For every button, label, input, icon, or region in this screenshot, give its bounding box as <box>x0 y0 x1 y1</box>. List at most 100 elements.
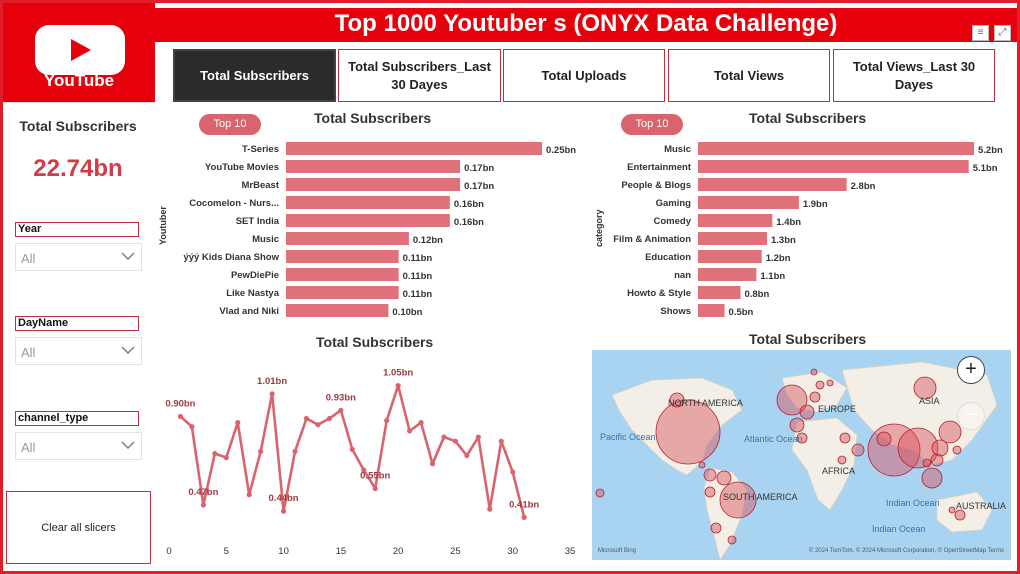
bar[interactable] <box>698 286 741 299</box>
focus-mode-icon[interactable]: ⤢ <box>994 25 1011 41</box>
data-point[interactable] <box>280 508 287 514</box>
map-label: AFRICA <box>822 466 855 476</box>
category-label: ýýý Kids Diana Show <box>183 252 279 263</box>
bar[interactable] <box>286 286 399 299</box>
data-point[interactable] <box>200 502 206 508</box>
bar[interactable] <box>286 232 409 245</box>
slicer-value: All <box>21 440 36 455</box>
point-label: 0.93bn <box>326 392 356 403</box>
slicer-dropdown-year[interactable]: All <box>15 243 142 271</box>
data-point[interactable] <box>429 461 436 467</box>
bar[interactable] <box>286 142 542 155</box>
map-attribution: © 2024 TomTom, © 2024 Microsoft Corporat… <box>809 547 1004 554</box>
kpi-label: Total Subscribers <box>19 118 137 134</box>
data-point[interactable] <box>418 420 424 426</box>
bar[interactable] <box>698 304 725 317</box>
top-n-filter-badge[interactable]: Top 10 <box>621 114 683 135</box>
bar[interactable] <box>286 268 399 281</box>
slicer-dropdown-channel-type[interactable]: All <box>15 432 142 460</box>
data-point[interactable] <box>349 446 355 453</box>
subscribers-line-chart: 0.90bn 0.47bn 1.01bn 0.44bn 0.93bn 0.55bn 1.05… <box>165 368 576 557</box>
bar[interactable] <box>698 214 773 227</box>
data-point[interactable] <box>521 514 527 520</box>
data-point[interactable] <box>384 417 390 424</box>
data-point[interactable] <box>315 422 321 428</box>
data-point[interactable] <box>292 448 298 455</box>
slicer-dropdown-dayname[interactable]: All <box>15 337 142 365</box>
bar[interactable] <box>698 196 799 209</box>
data-point[interactable] <box>498 438 504 444</box>
category-label: Vlad and Niki <box>219 306 279 317</box>
data-point[interactable] <box>452 438 459 444</box>
chart-title-category: Total Subscribers <box>749 110 867 126</box>
subscribers-map[interactable]: NORTH AMERICA EUROPE ASIA AFRICA SOUTH A… <box>592 350 1011 560</box>
clear-all-slicers-button[interactable]: Clear all slicers <box>6 491 151 564</box>
plus-icon[interactable]: + <box>957 356 985 384</box>
data-point[interactable] <box>510 469 516 475</box>
minus-icon[interactable]: − <box>957 402 985 430</box>
category-label: Gaming <box>656 198 692 209</box>
map-label: AUSTRALIA <box>956 501 1006 511</box>
tab-total-uploads[interactable]: Total Uploads <box>503 49 665 102</box>
bar[interactable] <box>698 142 974 155</box>
bar[interactable] <box>698 232 767 245</box>
data-point[interactable] <box>395 382 401 389</box>
category-label: Education <box>645 252 691 263</box>
ocean-label: Pacific Ocean <box>600 432 656 442</box>
ocean-label: Indian Ocean <box>886 498 940 508</box>
data-point[interactable] <box>177 413 184 420</box>
bar[interactable] <box>286 304 389 317</box>
data-point[interactable] <box>372 485 378 492</box>
tab-total-subscribers[interactable]: Total Subscribers <box>173 49 336 102</box>
chart-title-daily: Total Subscribers <box>316 334 434 350</box>
top-n-filter-badge[interactable]: Top 10 <box>199 114 261 135</box>
bar[interactable] <box>698 160 969 173</box>
category-label: YouTube Movies <box>205 162 279 173</box>
title-bar: Top 1000 Youtuber s (ONYX Data Challenge… <box>155 8 1017 42</box>
category-label: Music <box>664 144 691 155</box>
data-point[interactable] <box>487 506 493 512</box>
bar[interactable] <box>286 196 450 209</box>
chart-title-map: Total Subscribers <box>749 331 867 347</box>
bar[interactable] <box>286 160 461 173</box>
data-label: 0.12bn <box>413 235 443 246</box>
x-tick-label: 35 <box>565 546 576 557</box>
tab-total-views-last-30-days[interactable]: Total Views_Last 30 Dayes <box>833 49 995 102</box>
data-point[interactable] <box>258 448 264 455</box>
bar[interactable] <box>286 214 450 227</box>
slicer-value: All <box>21 251 36 266</box>
data-point[interactable] <box>407 428 413 434</box>
bar[interactable] <box>286 250 399 263</box>
bar[interactable] <box>286 178 461 191</box>
map-label: ASIA <box>919 396 940 406</box>
data-point[interactable] <box>361 467 367 473</box>
data-point[interactable] <box>326 415 332 422</box>
data-point[interactable] <box>303 415 310 422</box>
page-title: Top 1000 Youtuber s (ONYX Data Challenge… <box>334 10 838 37</box>
data-point[interactable] <box>189 424 195 430</box>
data-point[interactable] <box>464 452 470 459</box>
category-label: nan <box>674 270 691 281</box>
bar[interactable] <box>698 178 847 191</box>
data-point[interactable] <box>441 434 447 440</box>
point-label: 0.44bn <box>269 493 299 504</box>
data-point[interactable] <box>223 455 229 461</box>
data-label: 0.25bn <box>546 145 576 156</box>
data-point[interactable] <box>269 391 275 397</box>
data-point[interactable] <box>475 434 481 440</box>
data-label: 0.11bn <box>403 253 433 264</box>
tab-total-views[interactable]: Total Views <box>668 49 830 102</box>
category-label: SET India <box>236 216 280 227</box>
data-point[interactable] <box>338 407 344 413</box>
filter-icon[interactable]: ≡ <box>972 25 989 41</box>
tab-total-subscribers-last-30-days[interactable]: Total Subscribers_Last 30 Dayes <box>338 49 501 102</box>
bar[interactable] <box>698 250 762 263</box>
youtube-logo: YouTube <box>3 3 155 102</box>
data-point[interactable] <box>212 450 218 457</box>
data-point[interactable] <box>235 420 241 426</box>
data-point[interactable] <box>246 492 252 498</box>
bar[interactable] <box>698 268 757 281</box>
category-label: People & Blogs <box>621 180 691 191</box>
category-label: Howto & Style <box>627 288 691 299</box>
data-label: 1.2bn <box>766 253 791 264</box>
